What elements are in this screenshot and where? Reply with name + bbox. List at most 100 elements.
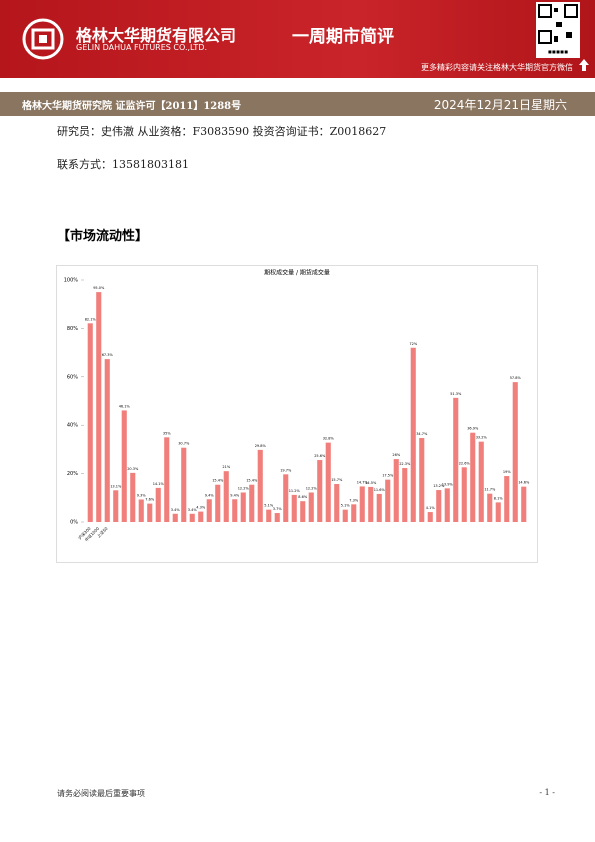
value-label: 11.7% bbox=[484, 488, 496, 492]
value-label: 25.6% bbox=[314, 454, 326, 458]
bar bbox=[189, 513, 195, 522]
bar bbox=[325, 442, 331, 522]
value-label: 13.2% bbox=[433, 484, 445, 488]
bar bbox=[342, 509, 348, 522]
bar bbox=[495, 502, 501, 522]
bar bbox=[504, 476, 510, 522]
bar bbox=[385, 479, 391, 522]
value-label: 29.8% bbox=[255, 444, 267, 448]
value-label: 36.9% bbox=[467, 427, 479, 431]
bar bbox=[274, 513, 280, 522]
value-label: 3.4% bbox=[188, 508, 198, 512]
bar bbox=[402, 468, 408, 522]
value-label: 14.1% bbox=[153, 482, 165, 486]
bar bbox=[300, 501, 306, 522]
bar bbox=[461, 467, 467, 522]
logo bbox=[22, 18, 64, 60]
follow-note: 更多精彩内容请关注格林大华期货官方微信 bbox=[421, 63, 573, 72]
chart: 期权成交量 / 期货成交量 0%20%40%60%80%100%沪深30082.… bbox=[56, 265, 538, 563]
value-label: 15.4% bbox=[212, 479, 224, 483]
bar bbox=[291, 494, 297, 522]
bar bbox=[410, 347, 416, 522]
bar bbox=[436, 490, 442, 522]
bar bbox=[487, 493, 493, 522]
bar bbox=[283, 474, 289, 522]
value-label: 7.6% bbox=[145, 498, 155, 502]
value-label: 72% bbox=[409, 342, 417, 346]
company: 格林大华期货有限公司 bbox=[76, 26, 237, 45]
chart-title: 期权成交量 / 期货成交量 bbox=[264, 269, 330, 277]
value-label: 95.0% bbox=[93, 286, 105, 290]
bar bbox=[351, 504, 357, 522]
value-label: 15.4% bbox=[246, 479, 258, 483]
bar bbox=[317, 460, 323, 522]
bar bbox=[215, 484, 221, 522]
header: 格林大华期货有限公司 GELIN DAHUA FUTURES CO.,LTD. … bbox=[0, 0, 595, 78]
value-label: 20.3% bbox=[127, 467, 139, 471]
value-label: 9.3% bbox=[137, 493, 147, 497]
value-label: 82.1% bbox=[85, 317, 97, 321]
qr-code: ▪▪▪▪▪ bbox=[536, 2, 580, 58]
value-label: 3.7% bbox=[273, 507, 283, 511]
value-label: 9.4% bbox=[205, 493, 215, 497]
bar bbox=[257, 449, 263, 522]
value-label: 8.6% bbox=[298, 495, 308, 499]
bar bbox=[427, 512, 433, 522]
institute: 格林大华期货研究院 证监许可【2011】1288号 bbox=[22, 101, 242, 112]
value-label: 22.6% bbox=[459, 461, 471, 465]
value-label: 30.7% bbox=[178, 442, 190, 446]
author-line: 研究员：史伟澈 从业资格：F3083590 投资咨询证书：Z0018627 bbox=[57, 125, 387, 138]
bar bbox=[334, 484, 340, 522]
svg-text:▪▪▪▪▪: ▪▪▪▪▪ bbox=[548, 49, 568, 56]
value-label: 4.1% bbox=[426, 506, 436, 510]
bar bbox=[198, 511, 204, 522]
value-label: 14.6% bbox=[518, 481, 530, 485]
page-number: - 1 - bbox=[539, 788, 555, 797]
bar bbox=[164, 437, 170, 522]
bar bbox=[376, 493, 382, 522]
bar bbox=[96, 292, 102, 522]
bar bbox=[308, 492, 314, 522]
bar bbox=[130, 472, 136, 522]
value-label: 11.2% bbox=[289, 489, 301, 493]
footer-note: 请务必阅读最后重要事项 bbox=[57, 789, 145, 798]
value-label: 19% bbox=[503, 470, 511, 474]
value-label: 3.4% bbox=[171, 508, 181, 512]
value-label: 5.1% bbox=[264, 504, 274, 508]
bar bbox=[419, 438, 425, 522]
bar bbox=[444, 488, 450, 522]
bar bbox=[453, 397, 459, 522]
value-label: 11.6% bbox=[374, 488, 386, 492]
value-label: 67.3% bbox=[102, 353, 114, 357]
bar bbox=[368, 486, 374, 522]
report-name: 一周期市简评 bbox=[292, 27, 394, 47]
value-label: 14.7% bbox=[357, 480, 369, 484]
value-label: 13.1% bbox=[110, 484, 122, 488]
value-label: 32.8% bbox=[323, 437, 335, 441]
bar bbox=[470, 432, 476, 522]
date: 2024年12月21日星期六 bbox=[433, 98, 567, 112]
value-label: 19.7% bbox=[280, 468, 292, 472]
bar bbox=[155, 487, 161, 522]
value-label: 13.9% bbox=[442, 482, 454, 486]
info-bar bbox=[0, 92, 595, 116]
value-label: 46.1% bbox=[119, 404, 131, 408]
bar bbox=[138, 499, 144, 522]
bar bbox=[359, 486, 365, 522]
value-label: 35% bbox=[163, 431, 171, 435]
value-label: 12.2% bbox=[238, 486, 250, 490]
bar bbox=[223, 471, 229, 522]
bar bbox=[478, 441, 484, 522]
bar bbox=[147, 503, 153, 522]
value-label: 34.7% bbox=[416, 432, 428, 436]
y-tick-label: 60% bbox=[67, 374, 78, 380]
bar bbox=[181, 447, 187, 522]
value-label: 4.3% bbox=[196, 506, 206, 510]
contact: 联系方式：13581803181 bbox=[57, 158, 189, 171]
value-label: 8.1% bbox=[494, 496, 504, 500]
bar bbox=[206, 499, 212, 522]
value-label: 5.1% bbox=[341, 504, 351, 508]
value-label: 17.5% bbox=[382, 474, 394, 478]
bar bbox=[113, 490, 119, 522]
